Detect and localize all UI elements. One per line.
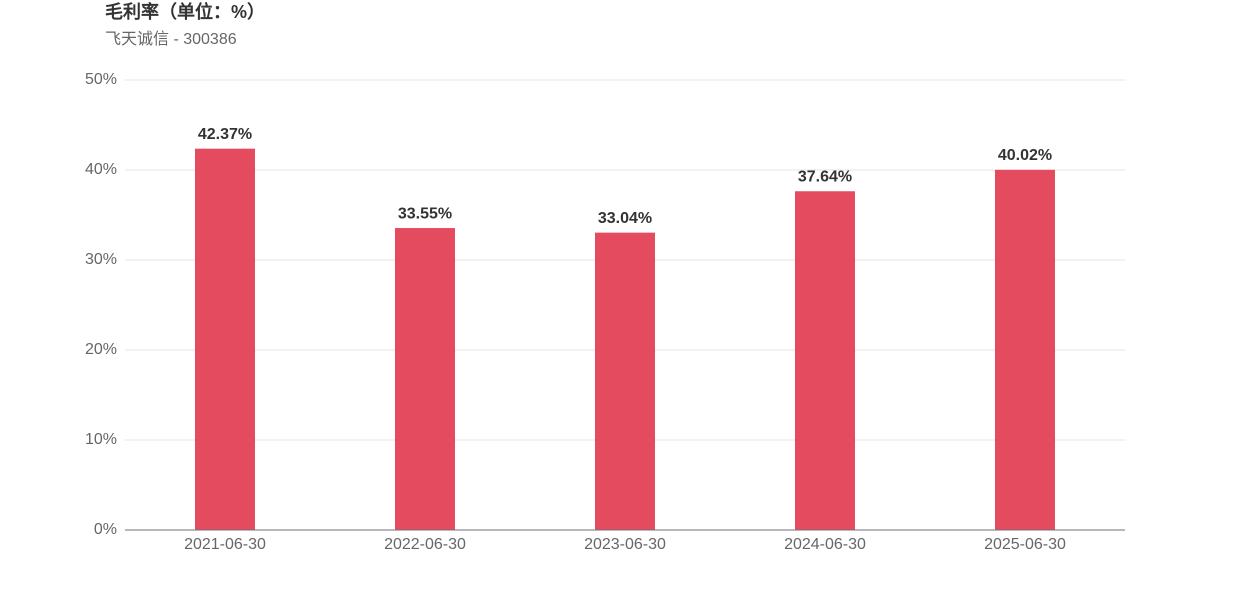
x-tick-label: 2022-06-30 — [384, 536, 466, 553]
bar — [795, 191, 855, 531]
bar — [595, 232, 655, 530]
y-tick-label: 30% — [85, 251, 117, 268]
bar — [195, 148, 255, 531]
chart-title: 毛利率（单位：%） — [105, 1, 265, 22]
bar — [995, 169, 1055, 530]
value-label: 37.64% — [798, 168, 852, 185]
y-tick-label: 10% — [85, 431, 117, 448]
chart-subtitle: 飞天诚信 - 300386 — [105, 30, 237, 48]
value-label: 42.37% — [198, 126, 252, 143]
y-tick-label: 0% — [94, 521, 117, 538]
x-tick-label: 2021-06-30 — [184, 536, 266, 553]
x-tick-label: 2023-06-30 — [584, 536, 666, 553]
value-label: 40.02% — [998, 147, 1052, 164]
y-tick-label: 20% — [85, 341, 117, 358]
value-label: 33.04% — [598, 210, 652, 227]
value-label: 33.55% — [398, 205, 452, 222]
x-tick-label: 2025-06-30 — [984, 536, 1066, 553]
y-tick-label: 50% — [85, 71, 117, 88]
bar — [395, 228, 455, 531]
y-tick-label: 40% — [85, 161, 117, 178]
x-tick-label: 2024-06-30 — [784, 536, 866, 553]
